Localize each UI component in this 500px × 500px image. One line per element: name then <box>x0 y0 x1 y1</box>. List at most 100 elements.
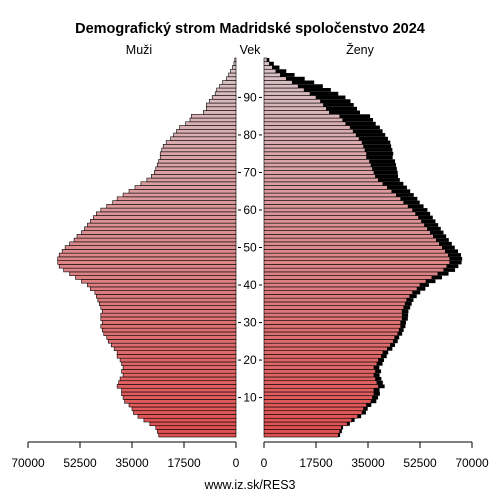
male-bar-age-88 <box>205 102 237 108</box>
female-excess-age-71 <box>372 166 397 171</box>
female-bar-age-28 <box>263 327 400 333</box>
male-bar-age-45 <box>58 264 237 269</box>
x-tick-label-9: 70000 <box>455 456 489 470</box>
male-bar-age-99 <box>233 61 237 66</box>
age-tick-label-50: 50 <box>243 241 257 255</box>
female-excess-age-69 <box>375 174 399 179</box>
female-excess-age-22 <box>382 350 389 355</box>
female-bar-age-54 <box>263 230 431 235</box>
male-bar-age-48 <box>58 252 237 258</box>
male-bar-age-71 <box>155 166 237 171</box>
male-bar-age-63 <box>116 196 237 201</box>
male-bar-age-0 <box>158 432 237 438</box>
female-excess-age-4 <box>351 418 355 422</box>
x-tick-label-6: 17500 <box>299 456 333 470</box>
male-bar-age-30 <box>101 320 237 325</box>
male-bar-age-92 <box>216 87 237 93</box>
female-excess-age-52 <box>436 238 449 242</box>
female-excess-age-95 <box>286 76 305 81</box>
female-excess-age-54 <box>430 230 444 235</box>
female-excess-age-21 <box>381 354 387 359</box>
female-bar-age-48 <box>263 252 449 258</box>
male-bar-age-37 <box>96 294 237 299</box>
female-bar-age-13 <box>263 384 379 389</box>
female-excess-age-12 <box>373 388 380 392</box>
x-tick-label-2: 35000 <box>115 456 149 470</box>
female-bar-age-5 <box>263 414 358 419</box>
male-bar-age-22 <box>116 350 237 355</box>
female-bar-age-11 <box>263 391 375 397</box>
female-excess-age-51 <box>439 241 452 246</box>
age-tick-label-20: 20 <box>243 353 257 367</box>
male-bar-age-3 <box>149 421 237 427</box>
male-bar-age-9 <box>124 399 237 404</box>
chart-title: Demografický strom Madridské spoločenstv… <box>75 21 425 37</box>
female-excess-age-40 <box>420 283 429 287</box>
male-bar-age-14 <box>118 380 237 385</box>
male-bar-age-4 <box>143 417 237 423</box>
male-bar-age-59 <box>96 211 237 216</box>
female-excess-age-77 <box>363 144 392 149</box>
female-bar-age-58 <box>263 215 419 220</box>
female-excess-age-3 <box>347 421 350 426</box>
male-bar-age-47 <box>57 256 237 261</box>
female-excess-age-1 <box>339 429 342 434</box>
female-excess-age-59 <box>415 211 431 216</box>
male-bar-age-12 <box>121 387 237 393</box>
female-bar-age-66 <box>263 185 388 190</box>
male-bar-age-86 <box>203 110 237 115</box>
male-bar-age-62 <box>112 200 237 205</box>
male-bar-age-58 <box>93 215 237 220</box>
female-bar-age-56 <box>263 222 425 228</box>
age-tick-label-30: 30 <box>243 316 257 330</box>
x-tick-label-3: 17500 <box>167 456 201 470</box>
male-bar-age-69 <box>151 174 237 179</box>
female-excess-age-49 <box>445 249 459 254</box>
male-bar-age-42 <box>75 275 237 280</box>
female-bar-age-47 <box>263 256 451 261</box>
female-bar-age-29 <box>263 324 401 329</box>
male-bars <box>57 57 237 438</box>
male-bar-age-39 <box>90 286 237 291</box>
right-side-label: Ženy <box>346 43 374 57</box>
female-excess-age-94 <box>292 80 315 85</box>
male-bar-age-96 <box>228 72 237 78</box>
female-excess-age-36 <box>406 298 414 302</box>
female-excess-age-96 <box>280 73 295 77</box>
female-excess-age-83 <box>345 121 376 126</box>
female-bar-age-15 <box>263 376 376 382</box>
female-bar-age-51 <box>263 241 440 246</box>
male-bar-age-91 <box>214 91 237 96</box>
female-bar-age-23 <box>263 346 388 351</box>
male-bar-age-98 <box>232 65 237 70</box>
male-bar-age-6 <box>133 410 237 415</box>
female-bar-age-84 <box>263 117 344 123</box>
female-bar-age-17 <box>263 369 376 374</box>
female-excess-age-7 <box>363 406 368 411</box>
female-excess-age-56 <box>424 223 439 227</box>
male-bar-age-60 <box>100 207 237 213</box>
female-bar-age-75 <box>263 151 367 156</box>
male-bar-age-55 <box>84 226 237 231</box>
male-bar-age-17 <box>121 369 237 374</box>
female-excess-age-0 <box>338 433 341 437</box>
female-excess-age-47 <box>449 256 463 261</box>
female-excess-age-74 <box>366 155 393 160</box>
female-bar-age-95 <box>263 76 287 81</box>
age-axis-label: Vek <box>239 43 261 57</box>
female-bar-age-85 <box>263 113 341 119</box>
female-excess-age-35 <box>405 301 412 306</box>
male-bar-age-79 <box>170 136 237 141</box>
female-bar-age-38 <box>263 290 413 295</box>
age-tick-label-40: 40 <box>243 278 257 292</box>
male-bar-age-74 <box>159 155 237 160</box>
male-bar-age-78 <box>165 140 237 145</box>
male-bar-age-68 <box>146 177 237 183</box>
female-bar-age-44 <box>263 267 445 273</box>
female-excess-age-98 <box>272 65 280 70</box>
female-excess-age-19 <box>376 361 383 366</box>
female-bar-age-2 <box>263 425 342 430</box>
male-bar-age-1 <box>156 429 237 434</box>
female-excess-age-72 <box>370 163 396 167</box>
female-excess-age-60 <box>412 208 428 212</box>
